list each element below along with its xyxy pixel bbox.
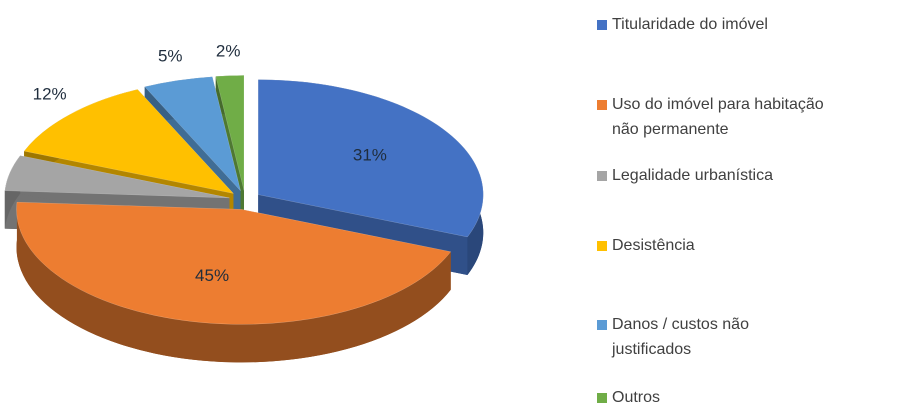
legend-swatch xyxy=(597,241,607,251)
legend-swatch xyxy=(597,393,607,403)
data-label: 45% xyxy=(195,266,229,285)
slice xyxy=(4,155,230,199)
slice xyxy=(257,79,484,238)
legend-swatch xyxy=(597,100,607,110)
legend-label: Danos / custos não justificados xyxy=(612,316,749,358)
legend-swatch xyxy=(597,171,607,181)
data-label: 31% xyxy=(353,145,387,164)
legend-item: Desistência xyxy=(597,233,832,258)
slice xyxy=(144,76,241,191)
slice xyxy=(23,89,235,194)
legend-item: Outros xyxy=(597,385,832,405)
legend-item: Legalidade urbanística xyxy=(597,163,832,188)
legend-label: Desistência xyxy=(612,237,695,254)
data-label: 5% xyxy=(158,47,183,66)
data-label: 2% xyxy=(216,41,241,60)
slice-side xyxy=(16,202,451,363)
legend-swatch xyxy=(597,20,607,30)
legend-label: Uso do imóvel para habitação não permane… xyxy=(612,96,824,138)
legend-label: Outros xyxy=(612,389,661,405)
legend-label: Legalidade urbanística xyxy=(612,167,774,184)
legend-item: Titularidade do imóvel xyxy=(597,12,832,37)
slice xyxy=(16,201,452,325)
legend-label: Titularidade do imóvel xyxy=(612,16,768,33)
legend-item: Danos / custos não justificados xyxy=(597,312,832,362)
slice xyxy=(215,75,245,191)
legend-swatch xyxy=(597,320,607,330)
data-label: 12% xyxy=(33,85,67,104)
legend-item: Uso do imóvel para habitação não permane… xyxy=(597,92,832,142)
